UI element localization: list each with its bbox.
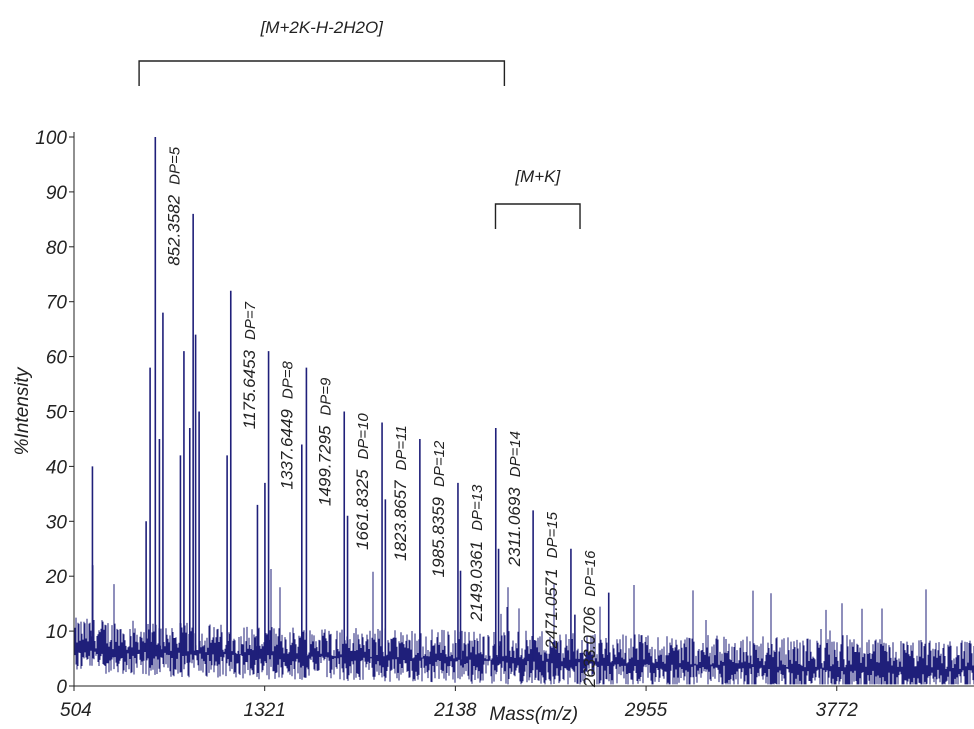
x-tick-label: 2955 <box>624 700 668 721</box>
peak-annotation: 852.3582DP=5 <box>164 146 183 266</box>
y-tick-label: 70 <box>46 293 68 314</box>
y-axis-title: %Intensity <box>12 366 33 455</box>
peak-annotation: 2633.0706DP=16 <box>580 550 599 688</box>
x-tick-label: 504 <box>60 700 92 721</box>
y-tick-label: 50 <box>46 403 68 424</box>
y-tick-label: 0 <box>56 677 67 698</box>
peak-annotation: 2149.0361DP=13 <box>467 484 486 622</box>
y-tick-label: 60 <box>46 348 68 369</box>
peak-annotation: 1823.8657DP=11 <box>391 425 410 561</box>
peak-annotation: 2311.0693DP=14 <box>505 431 524 567</box>
y-tick-label: 20 <box>45 567 68 588</box>
group-bracket <box>138 60 506 86</box>
peak-annotation: 1337.6449DP=8 <box>278 361 297 490</box>
group-brackets: [M+2K-H-2H2O] [M+K] <box>138 18 581 229</box>
peak-annotation: 1499.7295DP=9 <box>315 377 334 506</box>
peak-annotation: 1175.6453DP=7 <box>240 301 259 429</box>
x-tick-label: 3772 <box>816 700 859 721</box>
peak-annotation: 2471.0571DP=15 <box>542 511 561 649</box>
y-tick-label: 10 <box>46 622 68 643</box>
axes <box>73 132 974 687</box>
peak-annotation: 1661.8325DP=10 <box>353 413 372 550</box>
group-label: [M+K] <box>514 167 561 186</box>
y-tick-label: 40 <box>46 457 68 478</box>
y-ticks: 0 10 20 30 40 50 60 70 80 90 100 <box>35 128 74 698</box>
spectrum-trace <box>74 137 974 685</box>
group-bracket <box>494 203 581 229</box>
x-axis-title: Mass(m/z) <box>489 704 578 725</box>
peak-labels: 852.3582DP=5 1175.6453DP=7 1337.6449DP=8 14… <box>164 146 599 688</box>
y-tick-label: 80 <box>46 238 68 259</box>
peak-annotation: 1985.8359DP=12 <box>429 440 448 577</box>
y-tick-label: 100 <box>35 128 67 149</box>
baseline-noise <box>74 569 974 685</box>
y-tick-label: 30 <box>46 512 68 533</box>
x-tick-label: 2138 <box>433 700 477 721</box>
y-tick-label: 90 <box>46 183 68 204</box>
x-ticks: 504 1321 2138 2955 3772 <box>60 686 858 721</box>
group-label: [M+2K-H-2H2O] <box>260 18 385 37</box>
x-tick-label: 1321 <box>244 700 286 721</box>
